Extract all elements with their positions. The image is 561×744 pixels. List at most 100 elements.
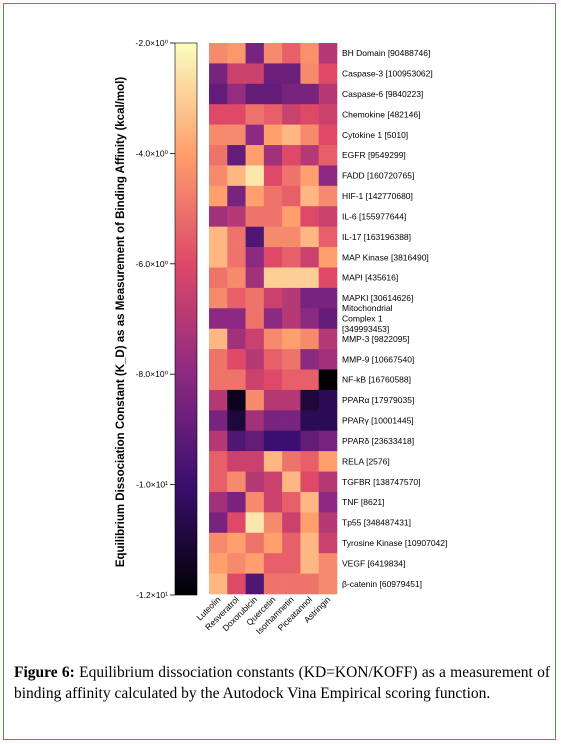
row-label: Tyrosine Kinase [10907042] (342, 538, 447, 548)
heatmap-cell (227, 328, 246, 350)
heatmap-cell (227, 226, 246, 248)
heatmap-cell (227, 451, 246, 472)
heatmap-cell (209, 573, 228, 595)
heatmap-cell (245, 328, 265, 350)
heatmap-cell (300, 145, 320, 166)
heatmap-cell (245, 287, 265, 309)
heatmap-cell (282, 430, 301, 452)
heatmap-cell (209, 287, 228, 309)
heatmap-cell (209, 471, 228, 493)
heatmap-cell (318, 165, 338, 187)
heatmap-cell (227, 145, 246, 166)
heatmap-cell (300, 247, 320, 268)
heatmap-cell (245, 553, 265, 574)
heatmap-cell (300, 124, 320, 146)
figure-frame (3, 3, 556, 740)
heatmap-cell (318, 491, 338, 513)
heatmap-cell (245, 369, 265, 391)
heatmap-cell (263, 185, 283, 207)
heatmap-cell (300, 451, 320, 472)
heatmap-cell (227, 124, 246, 146)
colorbar-ticks: -2.0×10⁰ -4.0×10⁰ -6.0×10⁰ -8.0×10⁰ -1.0×10¹… (136, 38, 175, 600)
heatmap-cell (282, 226, 301, 248)
heatmap-cell (245, 165, 265, 187)
heatmap-cell (209, 124, 228, 146)
heatmap-cell (300, 328, 320, 350)
row-label: TNF [8621] (342, 497, 385, 507)
heatmap-cell (300, 104, 320, 125)
row-label: IL-17 [163196388] (342, 232, 411, 242)
heatmap-cell (245, 247, 265, 268)
heatmap-cell (318, 247, 338, 268)
heatmap-cell (263, 226, 283, 248)
heatmap-cell (245, 512, 265, 534)
row-label: VEGF [6419834] (342, 558, 405, 568)
heatmap-cell (300, 63, 320, 85)
heatmap-cell (263, 491, 283, 513)
heatmap-cell (282, 43, 301, 64)
heatmap-cell (282, 247, 301, 268)
heatmap-cell (263, 104, 283, 125)
heatmap-cell (300, 206, 320, 227)
heatmap-cell (209, 83, 228, 105)
heatmap-cell (300, 410, 320, 432)
heatmap-cell (209, 185, 228, 207)
heatmap-cell (263, 512, 283, 534)
heatmap-cell (227, 389, 246, 411)
heatmap-cell (245, 471, 265, 493)
heatmap-cell (300, 491, 320, 513)
heatmap-cell (263, 451, 283, 472)
heatmap-cells (209, 43, 338, 595)
heatmap-cell (227, 185, 246, 207)
heatmap-cell (209, 145, 228, 166)
heatmap-cell (282, 124, 301, 146)
row-label: Tp55 [348487431] (342, 518, 411, 528)
row-label: β-catenin [60979451] (342, 579, 422, 589)
row-label: FADD [160720765] (342, 171, 414, 181)
heatmap-cell (263, 532, 283, 554)
heatmap-cell (282, 308, 301, 330)
row-label: IL-6 [155977644] (342, 212, 406, 222)
heatmap-cell (209, 165, 228, 187)
heatmap-cell (245, 226, 265, 248)
heatmap-cell (209, 226, 228, 248)
heatmap-cell (318, 308, 338, 330)
heatmap-cell (227, 471, 246, 493)
heatmap-cell (318, 185, 338, 207)
row-label: Chemokine [482146] (342, 109, 420, 119)
heatmap-cell (263, 145, 283, 166)
heatmap-cell (227, 491, 246, 513)
heatmap-cell (245, 389, 265, 411)
heatmap-cell (227, 369, 246, 391)
heatmap-cell (263, 247, 283, 268)
heatmap-cell (282, 83, 301, 105)
heatmap-cell (263, 308, 283, 330)
heatmap-cell (263, 328, 283, 350)
heatmap-cell (318, 104, 338, 125)
row-label: PPARδ [23633418] (342, 436, 414, 446)
heatmap-cell (300, 532, 320, 554)
heatmap-cell (263, 43, 283, 64)
heatmap-cell (263, 553, 283, 574)
heatmap-cell (245, 573, 265, 595)
heatmap-cell (227, 63, 246, 85)
heatmap-cell (227, 349, 246, 370)
heatmap-cell (209, 43, 228, 64)
heatmap-cell (263, 389, 283, 411)
heatmap-cell (282, 349, 301, 370)
caption-text: Equilibrium dissociation constants (KD=K… (14, 664, 550, 702)
heatmap-cell (263, 63, 283, 85)
heatmap-cell (263, 369, 283, 391)
heatmap-cell (318, 553, 338, 574)
heatmap-cell (318, 410, 338, 432)
heatmap-cell (282, 165, 301, 187)
heatmap-cell (245, 532, 265, 554)
heatmap-cell (282, 573, 301, 595)
heatmap-cell (300, 308, 320, 330)
heatmap-cell (318, 124, 338, 146)
heatmap-cell (318, 532, 338, 554)
heatmap-cell (227, 83, 246, 105)
heatmap-cell (263, 206, 283, 227)
heatmap-cell (318, 267, 338, 289)
heatmap-cell (227, 532, 246, 554)
